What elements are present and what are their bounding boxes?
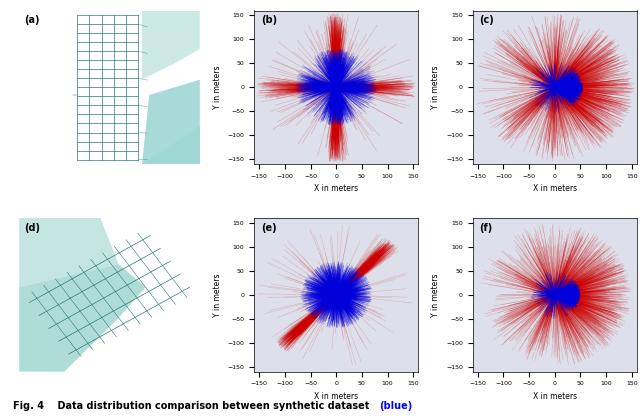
Y-axis label: Y in meters: Y in meters	[431, 273, 440, 317]
Y-axis label: Y in meters: Y in meters	[213, 273, 222, 317]
Text: (e): (e)	[260, 223, 276, 233]
X-axis label: X in meters: X in meters	[532, 392, 577, 401]
Text: (d): (d)	[24, 223, 40, 233]
Text: (f): (f)	[479, 223, 492, 233]
X-axis label: X in meters: X in meters	[532, 184, 577, 194]
Polygon shape	[142, 10, 200, 80]
Polygon shape	[19, 218, 118, 287]
X-axis label: X in meters: X in meters	[314, 392, 358, 401]
Text: (blue): (blue)	[380, 401, 413, 411]
Text: (c): (c)	[479, 15, 494, 25]
Y-axis label: Y in meters: Y in meters	[431, 66, 440, 109]
Y-axis label: Y in meters: Y in meters	[213, 66, 222, 109]
Text: Fig. 4    Data distribution comparison between synthetic dataset: Fig. 4 Data distribution comparison betw…	[13, 401, 372, 411]
Polygon shape	[142, 80, 200, 164]
Polygon shape	[19, 264, 146, 372]
Text: (a): (a)	[24, 15, 40, 25]
X-axis label: X in meters: X in meters	[314, 184, 358, 194]
Text: (b): (b)	[260, 15, 277, 25]
Polygon shape	[142, 126, 200, 164]
